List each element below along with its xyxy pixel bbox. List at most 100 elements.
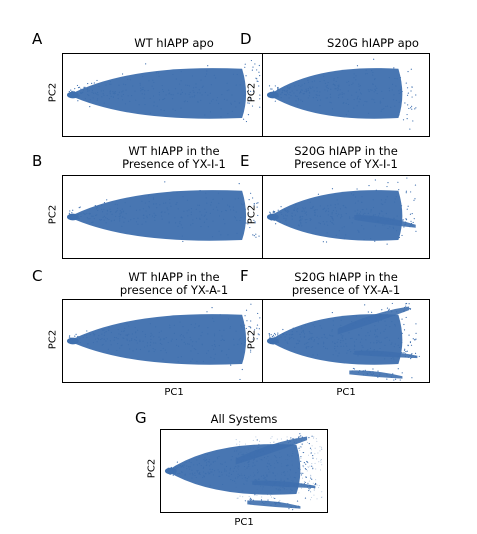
scatter-point xyxy=(373,373,374,374)
scatter-point xyxy=(372,75,373,76)
scatter-point xyxy=(360,92,361,93)
scatter-point xyxy=(276,93,277,94)
scatter-point xyxy=(242,496,243,497)
scatter-point xyxy=(275,92,276,93)
scatter-point xyxy=(110,84,111,85)
scatter-point xyxy=(372,374,373,375)
scatter-point xyxy=(361,196,362,197)
scatter-point xyxy=(286,224,287,225)
scatter-point xyxy=(301,84,302,85)
scatter-point xyxy=(355,75,356,76)
scatter-point xyxy=(300,473,301,474)
scatter-point xyxy=(199,218,200,219)
scatter-point xyxy=(399,221,400,222)
scatter-point xyxy=(280,94,281,95)
scatter-point xyxy=(207,333,208,334)
scatter-point xyxy=(191,477,192,478)
scatter-point xyxy=(396,230,397,231)
scatter-point xyxy=(273,341,274,342)
scatter-point xyxy=(285,459,286,460)
panel-f-ylabel: PC2 xyxy=(247,325,258,355)
scatter-point xyxy=(284,447,285,448)
scatter-point xyxy=(159,94,160,95)
scatter-point xyxy=(310,88,311,89)
scatter-point xyxy=(318,487,319,488)
scatter-point xyxy=(237,448,238,449)
scatter-point xyxy=(250,452,251,453)
scatter-point xyxy=(375,321,376,322)
scatter-point xyxy=(325,211,326,212)
scatter-point xyxy=(123,338,124,339)
scatter-point xyxy=(181,339,182,340)
scatter-point xyxy=(116,350,117,351)
scatter-point xyxy=(231,474,232,475)
scatter-point xyxy=(412,96,413,97)
scatter-point xyxy=(330,216,331,217)
scatter-point xyxy=(118,98,119,99)
scatter-point xyxy=(186,462,187,463)
scatter-point xyxy=(95,93,96,94)
scatter-point xyxy=(374,89,375,90)
scatter-point xyxy=(145,63,146,64)
scatter-point xyxy=(139,340,140,341)
scatter-point xyxy=(325,83,326,84)
scatter-point xyxy=(126,213,127,214)
scatter-point xyxy=(238,469,239,470)
scatter-point xyxy=(372,368,373,369)
scatter-point xyxy=(287,439,288,440)
scatter-point xyxy=(182,92,183,93)
scatter-point xyxy=(381,203,382,204)
scatter-point xyxy=(300,92,301,93)
scatter-point xyxy=(186,332,187,333)
scatter-point xyxy=(147,342,148,343)
scatter-point xyxy=(243,95,244,96)
scatter-point xyxy=(313,324,314,325)
scatter-point xyxy=(368,311,369,312)
scatter-point xyxy=(409,303,410,304)
scatter-point xyxy=(272,472,273,473)
scatter-point xyxy=(396,311,397,312)
scatter-point xyxy=(224,469,225,470)
scatter-point xyxy=(280,478,281,479)
scatter-point xyxy=(246,310,247,311)
scatter-point xyxy=(405,306,406,307)
scatter-point xyxy=(367,332,368,333)
scatter-point xyxy=(356,188,357,189)
scatter-point xyxy=(155,342,156,343)
scatter-point xyxy=(312,354,313,355)
scatter-point xyxy=(210,485,211,486)
scatter-point xyxy=(328,214,329,215)
scatter-point xyxy=(333,220,334,221)
scatter-point xyxy=(85,98,86,99)
scatter-point xyxy=(314,90,315,91)
scatter-point xyxy=(281,474,282,475)
scatter-point xyxy=(153,336,154,337)
scatter-point xyxy=(371,312,372,313)
scatter-point xyxy=(164,338,165,339)
scatter-point xyxy=(357,105,358,106)
scatter-point xyxy=(333,80,334,81)
scatter-point xyxy=(98,339,99,340)
scatter-point xyxy=(360,85,361,86)
scatter-point xyxy=(80,88,81,89)
scatter-point xyxy=(131,338,132,339)
scatter-point xyxy=(92,221,93,222)
scatter-point xyxy=(300,86,301,87)
scatter-point xyxy=(253,459,254,460)
scatter-point xyxy=(362,318,363,319)
scatter-point xyxy=(178,208,179,209)
scatter-point xyxy=(209,461,210,462)
scatter-point xyxy=(221,472,222,473)
scatter-point xyxy=(330,335,331,336)
scatter-point xyxy=(275,101,276,102)
scatter-point xyxy=(385,106,386,107)
scatter-point xyxy=(236,450,237,451)
scatter-point xyxy=(332,329,333,330)
scatter-point xyxy=(79,338,80,339)
scatter-point xyxy=(277,217,278,218)
scatter-point xyxy=(87,83,88,84)
scatter-point xyxy=(406,191,407,192)
scatter-point xyxy=(261,499,262,500)
scatter-point xyxy=(368,213,369,214)
scatter-point xyxy=(346,213,347,214)
